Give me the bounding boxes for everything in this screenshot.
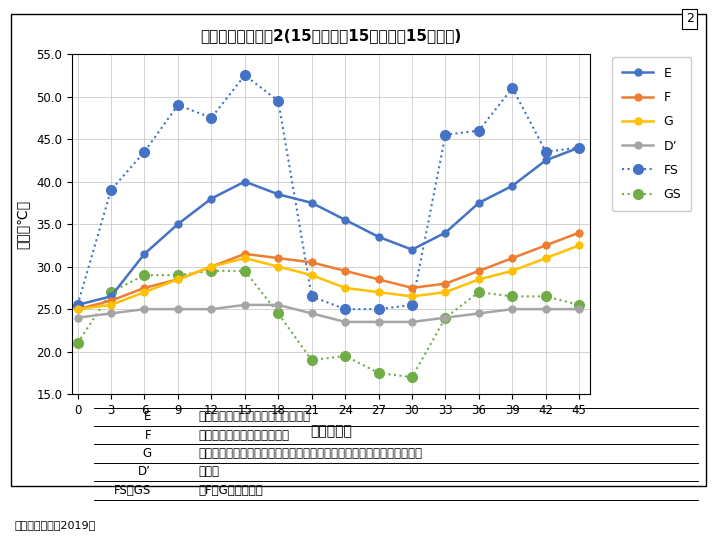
Text: ：シングルガラス窓（カーテン無）: ：シングルガラス窓（カーテン無） [198, 410, 310, 423]
Text: ：室温: ：室温 [198, 465, 219, 478]
Text: E: E [144, 410, 151, 423]
Y-axis label: 温度［℃］: 温度［℃］ [15, 200, 30, 248]
Text: G: G [142, 447, 151, 460]
Text: ：ペアガラス窓、外側すだれ: ：ペアガラス窓、外側すだれ [198, 429, 289, 442]
Text: ：ペアガラス窓、外側水でぬれた麺メッシュ（蘏熱材無、夜間換気無）: ：ペアガラス窓、外側水でぬれた麺メッシュ（蘏熱材無、夜間換気無） [198, 447, 422, 460]
Text: D’: D’ [138, 465, 151, 478]
Legend: E, F, G, D’, FS, GS: E, F, G, D’, FS, GS [612, 57, 691, 211]
Text: ：F、Gの表面温度: ：F、Gの表面温度 [198, 484, 263, 497]
Text: 温度実測結果　2019年: 温度実測結果 2019年 [14, 520, 96, 530]
Text: 2: 2 [686, 12, 693, 25]
X-axis label: 時間［分］: 時間［分］ [310, 424, 352, 438]
Text: F: F [145, 429, 151, 442]
Title: 温度変化推移　夏2(15分点灯、15分消灯、15分点灯): 温度変化推移 夏2(15分点灯、15分消灯、15分点灯) [201, 28, 462, 43]
Text: FS、GS: FS、GS [114, 484, 151, 497]
